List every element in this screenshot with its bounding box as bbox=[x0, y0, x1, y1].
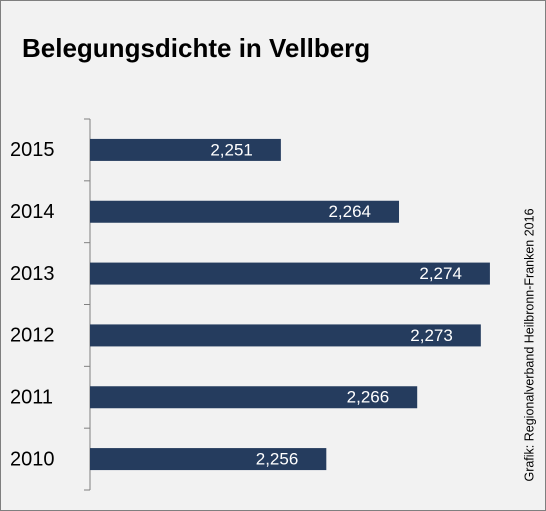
y-tick-label: 2014 bbox=[10, 201, 55, 223]
chart-title: Belegungsdichte in Vellberg bbox=[22, 33, 370, 63]
bar bbox=[90, 386, 418, 409]
bar bbox=[90, 262, 490, 285]
bar bbox=[90, 448, 327, 471]
value-label: 2,256 bbox=[256, 450, 299, 469]
bar bbox=[90, 324, 481, 347]
y-tick-label: 2015 bbox=[10, 139, 55, 161]
value-label: 2,251 bbox=[210, 140, 253, 159]
source-note: Grafik: Regionalverband Heilbronn-Franke… bbox=[522, 208, 536, 481]
value-label: 2,274 bbox=[419, 264, 462, 283]
y-tick-label: 2013 bbox=[10, 263, 55, 285]
y-tick-label: 2012 bbox=[10, 325, 55, 347]
bar bbox=[90, 138, 281, 161]
bar bbox=[90, 200, 400, 223]
value-label: 2,273 bbox=[410, 326, 453, 345]
value-label: 2,264 bbox=[328, 202, 371, 221]
y-tick-label: 2010 bbox=[10, 448, 55, 470]
y-tick-label: 2011 bbox=[10, 387, 53, 409]
value-label: 2,266 bbox=[347, 388, 390, 407]
